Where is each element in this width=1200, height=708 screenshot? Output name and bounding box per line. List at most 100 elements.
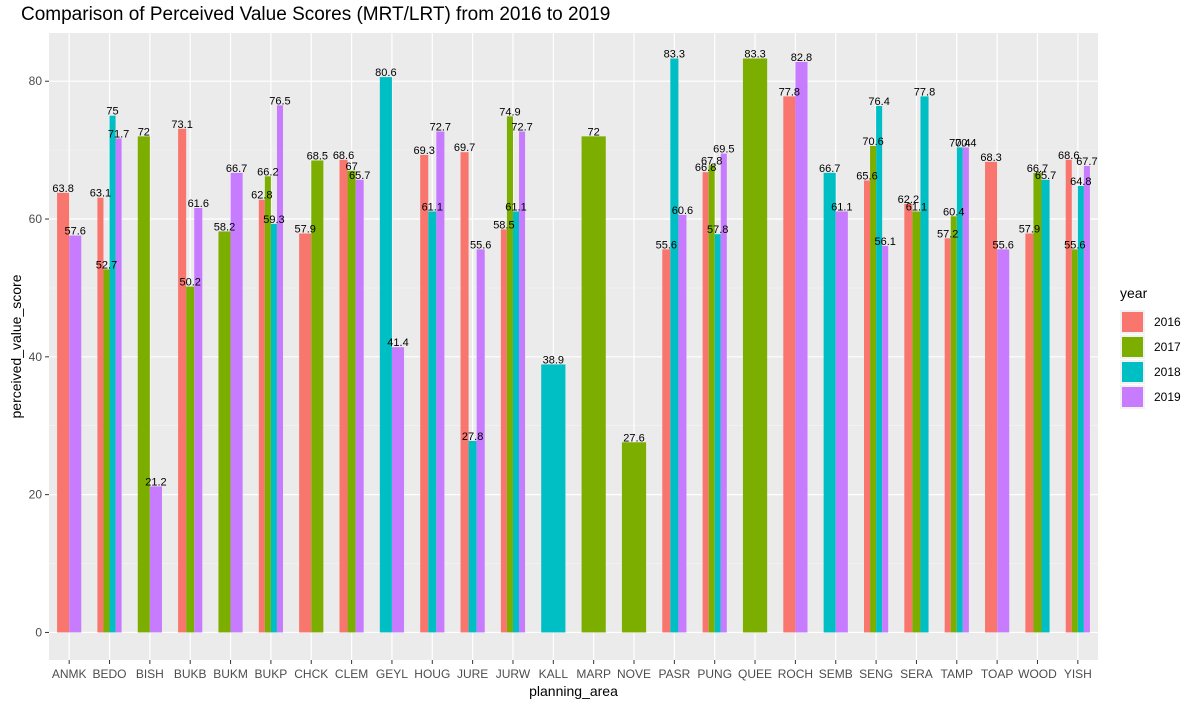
x-tick-label: TAMP (941, 667, 973, 681)
x-tick-label: HOUG (414, 667, 450, 681)
data-label: 67.8 (701, 155, 722, 167)
bar (1077, 185, 1084, 633)
legend-label: 2017 (1154, 340, 1181, 354)
bar (500, 229, 507, 633)
x-tick-label: NOVE (617, 667, 651, 681)
data-label: 72 (138, 126, 150, 138)
data-label: 56.1 (874, 236, 895, 248)
x-tick-label: ANMK (52, 667, 87, 681)
bar (541, 364, 566, 633)
y-tick-label: 20 (29, 488, 43, 502)
data-label: 57.9 (1019, 224, 1040, 236)
bar (985, 161, 998, 633)
x-tick-label: JURE (457, 667, 488, 681)
data-label: 71.7 (108, 128, 129, 140)
data-label: 75 (106, 106, 118, 118)
data-label: 55.6 (992, 239, 1013, 251)
data-label: 59.3 (263, 214, 284, 226)
bar (944, 238, 951, 633)
data-label: 55.6 (1064, 239, 1085, 251)
bar (355, 179, 364, 633)
bar (186, 286, 195, 633)
data-label: 63.8 (52, 183, 73, 195)
bar (178, 128, 187, 633)
bar (678, 214, 687, 633)
y-tick-label: 0 (35, 625, 42, 639)
data-label: 61.1 (505, 201, 526, 213)
bar (347, 170, 356, 633)
bar (506, 116, 513, 633)
data-label: 77.8 (779, 86, 800, 98)
x-tick-label: BUKP (255, 667, 288, 681)
bar (270, 223, 277, 633)
x-tick-label: PASR (658, 667, 690, 681)
data-label: 70.4 (955, 137, 976, 149)
bar (795, 61, 808, 633)
bar (264, 176, 271, 633)
bar (109, 115, 116, 633)
bar (69, 235, 82, 633)
data-label: 74.9 (499, 106, 520, 118)
bar (823, 172, 836, 633)
data-label: 68.6 (333, 150, 354, 162)
x-axis-title: planning_area (529, 683, 618, 699)
data-label: 65.6 (856, 170, 877, 182)
x-tick-label: YISH (1064, 667, 1092, 681)
bar (670, 58, 679, 633)
data-label: 64.8 (1070, 176, 1091, 188)
bar (218, 231, 231, 633)
bar (149, 486, 162, 633)
x-tick-label: CLEM (335, 667, 368, 681)
bar (339, 159, 348, 633)
x-tick-label: BISH (136, 667, 164, 681)
x-tick-label: SEMB (819, 667, 853, 681)
bar (230, 172, 243, 633)
bar (57, 192, 70, 633)
bar (581, 136, 606, 633)
bar (904, 203, 913, 633)
data-label: 27.6 (623, 432, 644, 444)
data-label: 68.6 (1058, 150, 1079, 162)
bar (1083, 165, 1090, 633)
bar (621, 442, 647, 633)
data-label: 66.2 (257, 166, 278, 178)
bar (460, 152, 469, 633)
bar (258, 199, 265, 633)
bar (714, 234, 721, 633)
data-label: 55.6 (656, 239, 677, 251)
data-label: 66.7 (1027, 163, 1048, 175)
data-label: 61.1 (831, 201, 852, 213)
data-label: 62.8 (251, 190, 272, 202)
bar (436, 131, 445, 633)
x-tick-label: BUKB (174, 667, 207, 681)
bar (912, 211, 921, 633)
legend-key (1122, 312, 1143, 332)
y-tick-label: 40 (29, 350, 43, 364)
x-tick-label: MARP (576, 667, 611, 681)
data-label: 67 (345, 161, 357, 173)
x-tick-label: KALL (539, 667, 569, 681)
bar (876, 106, 883, 633)
y-tick-label: 80 (29, 74, 43, 88)
bar (311, 160, 324, 633)
data-label: 70.6 (862, 136, 883, 148)
data-label: 80.6 (375, 67, 396, 79)
bar (702, 172, 709, 633)
x-tick-label: WOOD (1018, 667, 1057, 681)
data-label: 66.7 (226, 163, 247, 175)
data-label: 62.2 (898, 194, 919, 206)
x-tick-label: BEDO (93, 667, 127, 681)
x-tick-label: SERA (900, 667, 933, 681)
data-label: 82.8 (791, 52, 812, 64)
bar (1071, 249, 1078, 633)
data-label: 76.5 (269, 95, 290, 107)
data-label: 41.4 (387, 337, 408, 349)
data-label: 57.2 (937, 228, 958, 240)
x-tick-label: ROCH (778, 667, 813, 681)
data-label: 66.8 (695, 162, 716, 174)
data-label: 72 (588, 126, 600, 138)
bar (882, 245, 889, 633)
data-label: 67.7 (1076, 156, 1097, 168)
legend-key (1122, 362, 1143, 382)
